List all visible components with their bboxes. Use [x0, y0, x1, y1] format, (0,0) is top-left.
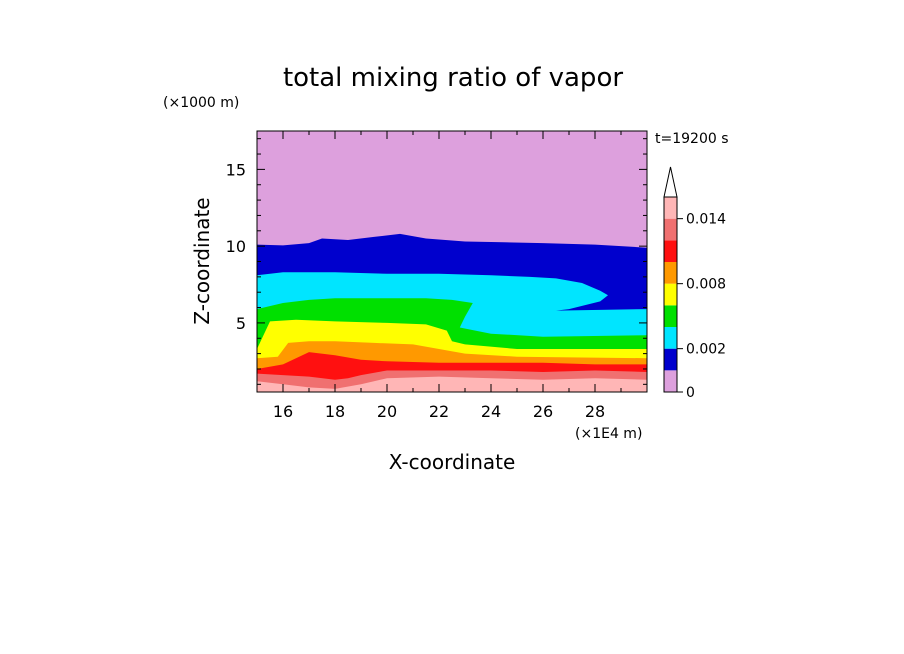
- colorbar-swatch: [664, 327, 677, 349]
- colorbar-tick-label: 0.014: [686, 212, 726, 228]
- x-tick-label: 24: [481, 402, 501, 421]
- y-axis: 5 10 15: [226, 138, 647, 385]
- colorbar-swatch: [664, 283, 677, 306]
- y-tick-label: 5: [236, 314, 246, 333]
- colorbar-swatch: [664, 197, 677, 219]
- colorbar: 0 0.002 0.008 0.014: [663, 166, 726, 401]
- colorbar-tick-label: 0.008: [686, 277, 726, 293]
- x-tick-label: 16: [273, 402, 293, 421]
- y-tick-label: 10: [226, 237, 246, 256]
- y-axis-label: Z-coordinate: [190, 197, 214, 324]
- time-label: t=19200 s: [655, 131, 729, 147]
- x-tick-label: 26: [533, 402, 553, 421]
- x-tick-label: 20: [377, 402, 397, 421]
- colorbar-tick-label: 0: [686, 385, 695, 401]
- x-unit-label: (×1E4 m): [575, 426, 642, 442]
- colorbar-swatch: [664, 348, 677, 371]
- colorbar-swatch: [664, 370, 677, 392]
- y-tick-label: 15: [226, 160, 246, 179]
- y-unit-label: (×1000 m): [163, 95, 239, 111]
- colorbar-frame: [663, 196, 678, 393]
- colorbar-swatch: [664, 240, 677, 262]
- x-tick-label: 22: [429, 402, 449, 421]
- x-axis-label: X-coordinate: [389, 450, 516, 474]
- x-axis: 16 18 20 22 24 26 28: [256, 131, 648, 421]
- contour-bands: [257, 131, 647, 392]
- x-tick-label: 28: [585, 402, 605, 421]
- colorbar-swatch: [664, 218, 677, 241]
- colorbar-swatch: [664, 305, 677, 327]
- colorbar-swatch: [664, 262, 677, 284]
- x-tick-label: 18: [325, 402, 345, 421]
- colorbar-tick-label: 0.002: [686, 342, 726, 358]
- colorbar-extend-arrow: [663, 166, 678, 198]
- contour-band-8: [257, 376, 647, 392]
- chart-title: total mixing ratio of vapor: [283, 63, 623, 93]
